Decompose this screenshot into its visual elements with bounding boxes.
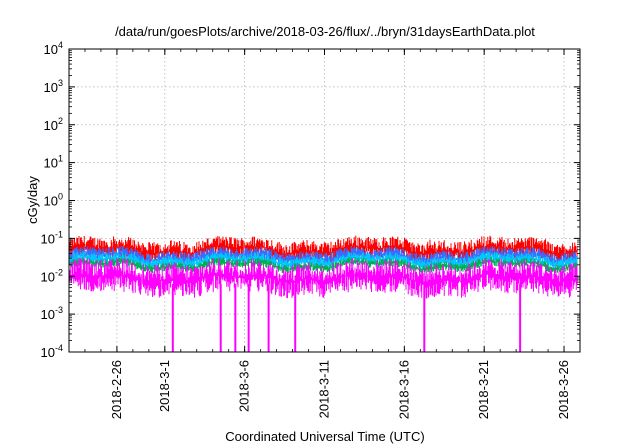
y-tick-label: 10-3 — [41, 305, 63, 322]
x-tick-label: 2018-3-1 — [157, 360, 172, 412]
x-tick-label: 2018-3-21 — [476, 360, 491, 419]
grid-lines — [69, 49, 580, 352]
y-tick-label: 104 — [44, 40, 63, 57]
y-axis-label: cGy/day — [25, 176, 40, 224]
chart-title: /data/run/goesPlots/archive/2018-03-26/f… — [115, 24, 535, 39]
y-tick-label: 10-1 — [41, 229, 63, 246]
x-tick-label: 2018-2-26 — [109, 360, 124, 419]
y-tick-label: 101 — [44, 154, 63, 171]
x-tick-label: 2018-3-26 — [556, 360, 571, 419]
x-tick-label: 2018-3-6 — [237, 360, 252, 412]
y-tick-label: 102 — [44, 116, 63, 133]
y-tick-label: 100 — [44, 192, 63, 209]
y-tick-label: 10-4 — [41, 343, 63, 360]
x-tick-label: 2018-3-11 — [317, 360, 332, 418]
x-tick-label: 2018-3-16 — [396, 360, 411, 419]
y-tick-label: 103 — [44, 78, 63, 95]
series-4-trace — [69, 258, 578, 299]
axis-ticks: 10-4 10-3 10-2 10-1 100 101 102 103 104 2018-2-26… — [41, 40, 581, 419]
x-axis-label: Coordinated Universal Time (UTC) — [225, 429, 424, 444]
y-tick-label: 10-2 — [41, 267, 63, 284]
series-layer — [69, 235, 578, 352]
